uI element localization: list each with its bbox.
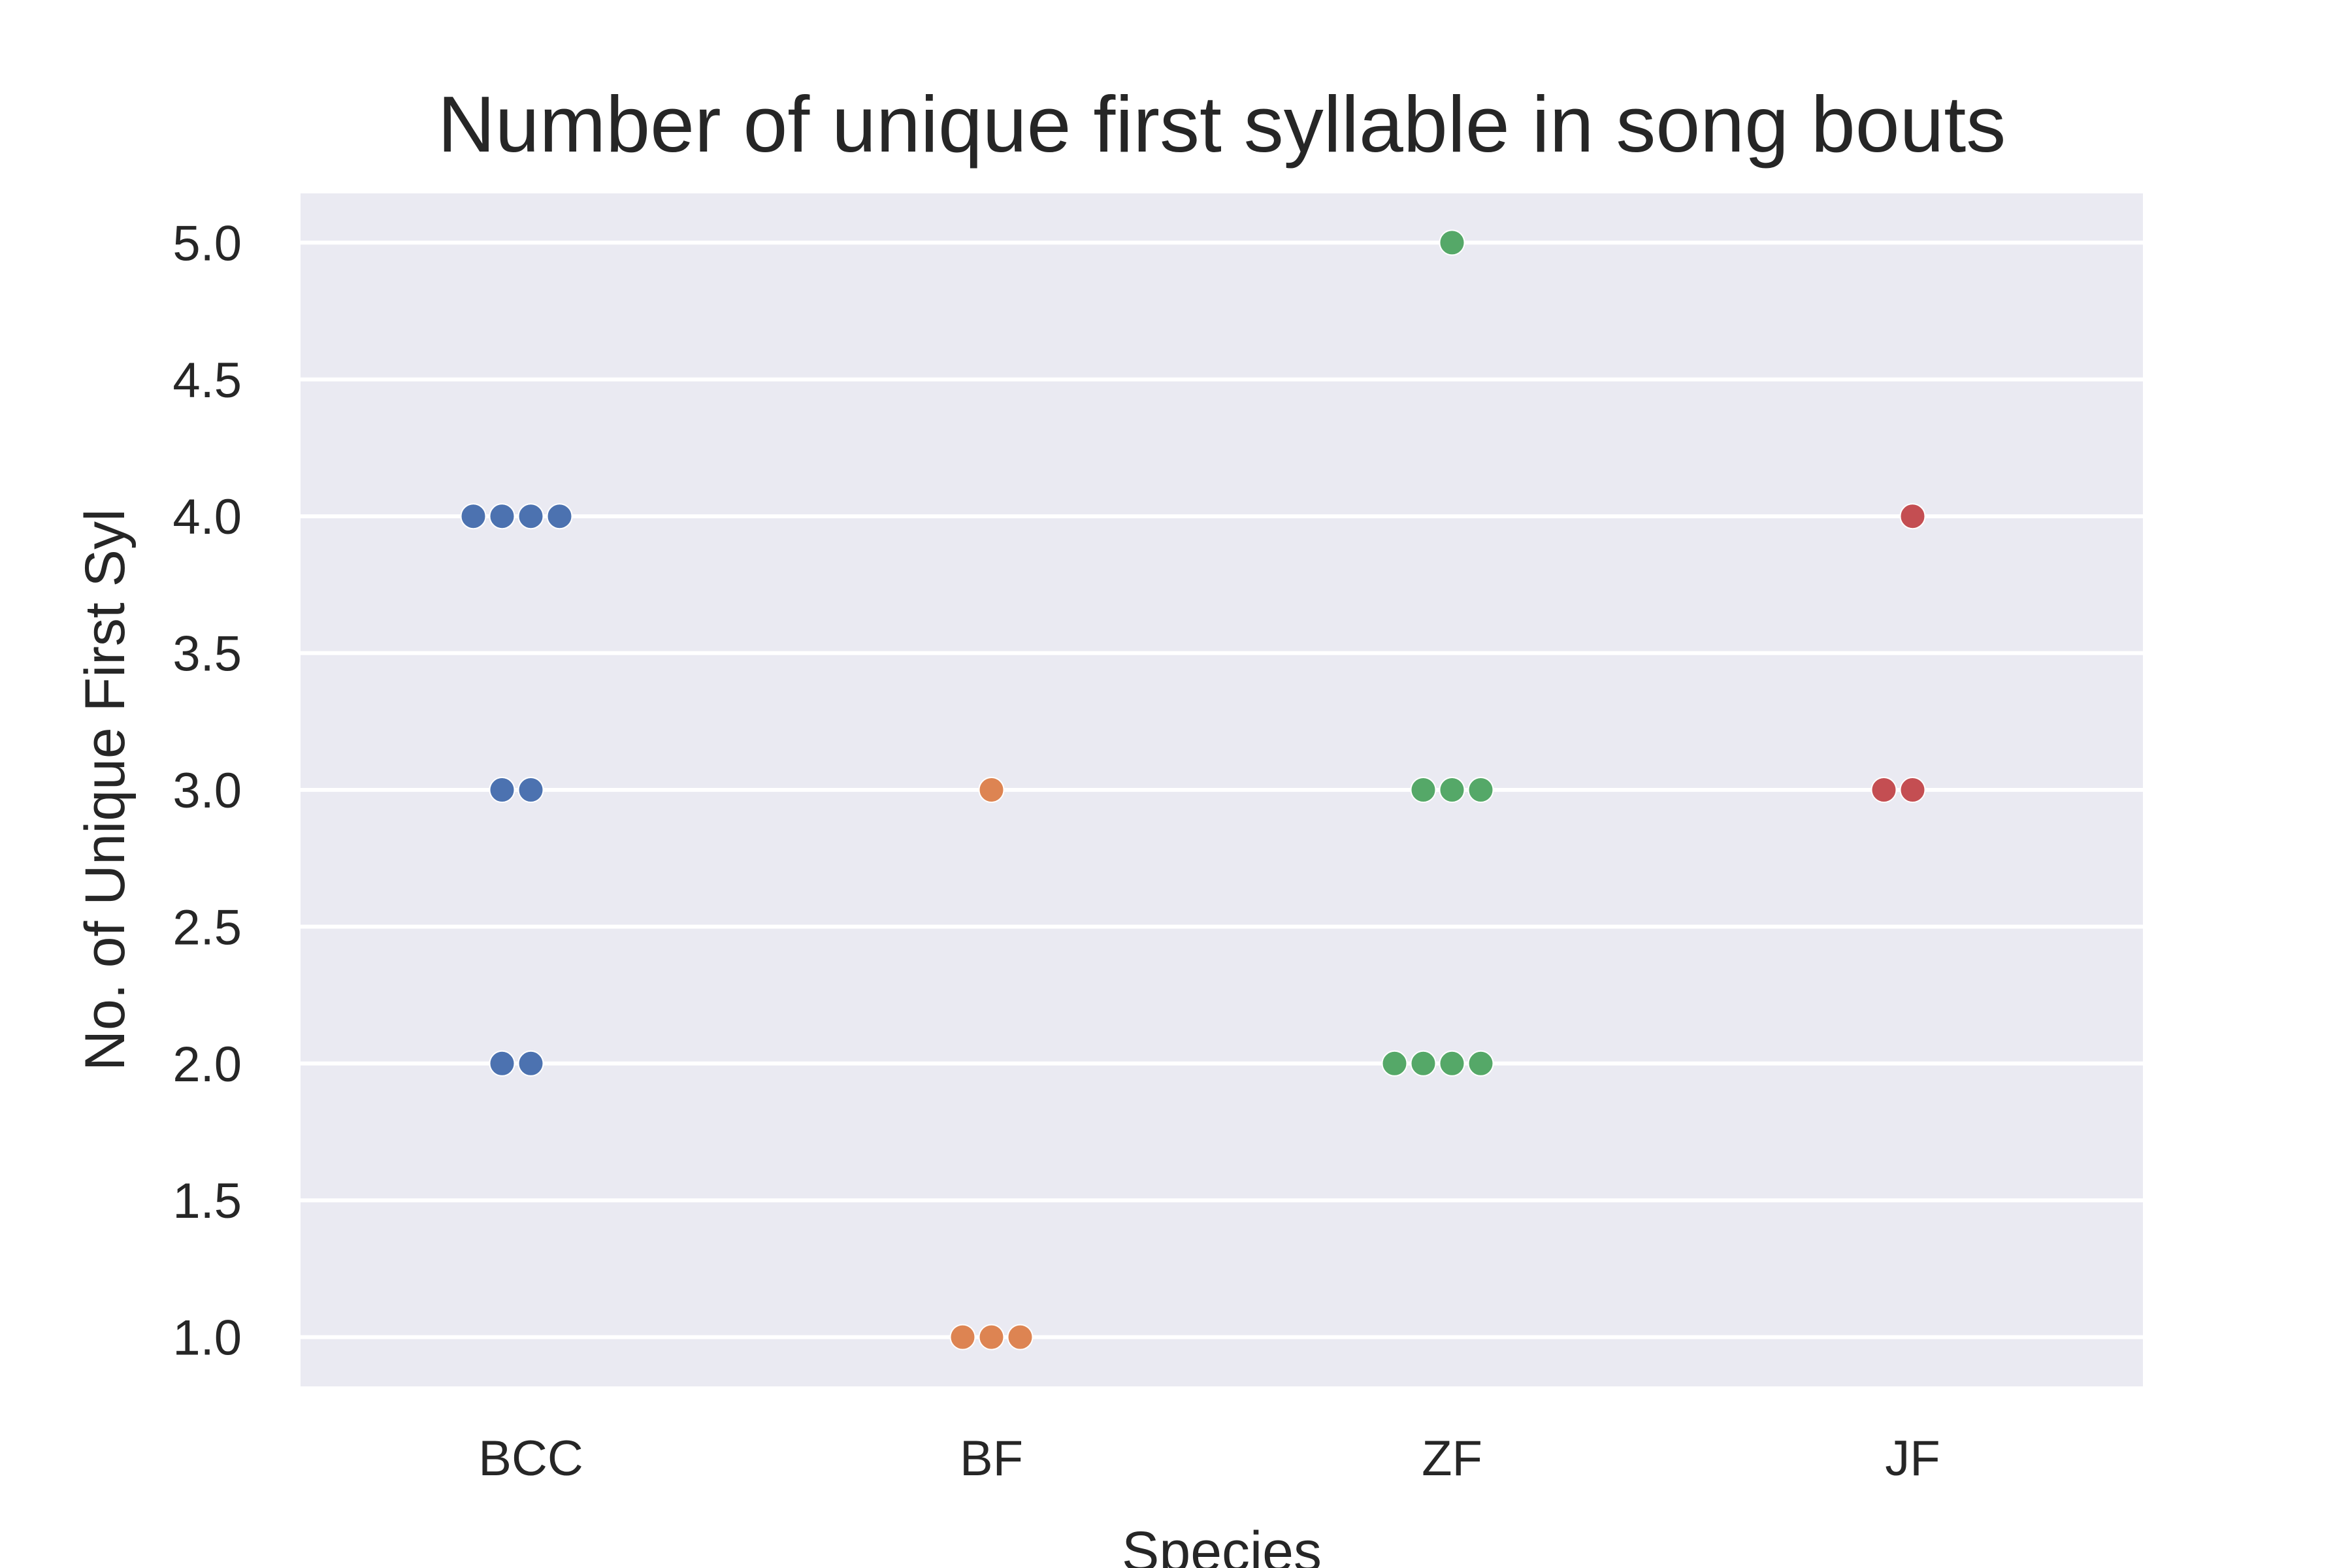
data-point-jf bbox=[1899, 503, 1926, 530]
data-point-zf bbox=[1467, 1050, 1494, 1077]
data-point-bf bbox=[1007, 1324, 1034, 1350]
data-point-zf bbox=[1439, 1050, 1465, 1077]
x-tick-label: BF bbox=[960, 1431, 1023, 1486]
y-tick-label: 1.0 bbox=[172, 1311, 242, 1366]
y-tick-label: 1.5 bbox=[172, 1173, 242, 1229]
y-tick-label: 4.0 bbox=[172, 489, 242, 545]
chart-title: Number of unique first syllable in song … bbox=[438, 80, 2006, 169]
y-tick-label: 2.0 bbox=[172, 1037, 242, 1092]
x-axis-ticks: BCC BF ZF JF bbox=[478, 1431, 1940, 1486]
y-tick-label: 4.5 bbox=[172, 353, 242, 408]
y-tick-label: 2.5 bbox=[172, 900, 242, 955]
data-point-jf bbox=[1899, 777, 1926, 803]
data-point-zf bbox=[1439, 777, 1465, 803]
y-tick-label: 3.5 bbox=[172, 627, 242, 682]
data-points bbox=[460, 229, 1926, 1350]
data-point-zf bbox=[1410, 777, 1437, 803]
y-tick-label: 5.0 bbox=[172, 216, 242, 271]
data-point-bcc bbox=[517, 503, 544, 530]
data-point-zf bbox=[1467, 777, 1494, 803]
data-point-bcc bbox=[546, 503, 573, 530]
data-point-zf bbox=[1410, 1050, 1437, 1077]
data-point-zf bbox=[1439, 229, 1465, 256]
y-tick-label: 3.0 bbox=[172, 763, 242, 819]
data-point-bcc bbox=[489, 777, 515, 803]
data-point-zf bbox=[1381, 1050, 1408, 1077]
data-point-bf bbox=[978, 1324, 1005, 1350]
data-point-jf bbox=[1870, 777, 1897, 803]
data-point-bcc bbox=[460, 503, 487, 530]
x-tick-label: BCC bbox=[478, 1431, 583, 1486]
x-axis-label: Species bbox=[1122, 1520, 1322, 1568]
data-point-bcc bbox=[517, 777, 544, 803]
y-axis-ticks: 1.0 1.5 2.0 2.5 3.0 3.5 4.0 4.5 5.0 bbox=[172, 216, 242, 1365]
data-point-bcc bbox=[517, 1050, 544, 1077]
data-point-bf bbox=[978, 777, 1005, 803]
data-point-bf bbox=[949, 1324, 976, 1350]
data-point-bcc bbox=[489, 503, 515, 530]
y-axis-label: No. of Unique First Syl bbox=[74, 509, 137, 1071]
data-point-bcc bbox=[489, 1050, 515, 1077]
x-tick-label: JF bbox=[1885, 1431, 1940, 1486]
x-tick-label: ZF bbox=[1422, 1431, 1482, 1486]
grid-lines bbox=[301, 240, 2143, 1339]
